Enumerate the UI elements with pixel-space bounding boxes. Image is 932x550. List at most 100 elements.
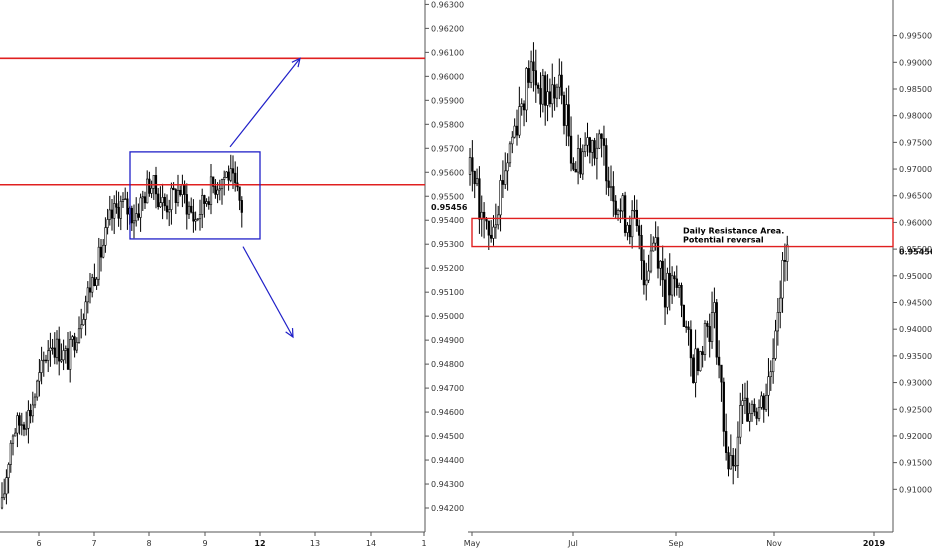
left-candle-body	[44, 359, 48, 362]
left-candle-body	[214, 186, 217, 195]
right-candle-body	[694, 348, 697, 384]
left-candle-body	[124, 198, 127, 201]
right-candle-body	[708, 326, 711, 342]
left-candle-body	[0, 497, 4, 509]
left-candle-body	[181, 183, 184, 195]
right-price-tick-label: 0.98000	[899, 112, 932, 121]
right-price-tick-label: 0.91500	[899, 459, 932, 468]
left-candle-body	[130, 207, 133, 224]
right-candle-body	[518, 106, 521, 136]
right-candle-body	[555, 86, 559, 99]
left-candle-body	[27, 410, 30, 429]
right-candle-body	[579, 148, 582, 175]
right-candle-body	[680, 284, 683, 306]
left-candle-body	[165, 205, 169, 213]
left-candle-body	[60, 359, 63, 362]
left-candle-body	[157, 193, 160, 208]
right-candle-body	[602, 138, 606, 146]
left-candle-body	[108, 209, 111, 220]
right-candle-body	[717, 356, 721, 366]
right-candle-body	[497, 214, 500, 226]
left-candle-body	[99, 246, 103, 258]
left-candle-body	[115, 203, 118, 208]
left-candle-body	[229, 168, 232, 181]
right-candle-body	[746, 397, 749, 422]
left-time-tick-label: 12	[254, 539, 265, 548]
right-candle-body	[767, 376, 770, 396]
left-price-tick-label: 0.96100	[431, 48, 464, 57]
right-candle-body	[696, 348, 700, 372]
left-candle-body	[205, 201, 208, 204]
right-candle-body	[600, 133, 603, 139]
left-time-tick-label: 8	[146, 539, 151, 548]
left-candle-body	[183, 183, 186, 195]
left-price-tick-label: 0.94700	[431, 384, 464, 393]
left-candle-body	[73, 336, 76, 351]
right-candle-body	[541, 75, 545, 105]
right-price-tick-label: 0.99000	[899, 58, 932, 67]
right-annotation-line: Daily Resistance Area.	[683, 226, 784, 235]
left-candle-body	[223, 177, 226, 180]
right-time-ticks: May Jul Sep Nov 2019	[464, 532, 886, 548]
right-candle-body	[633, 209, 636, 212]
left-candle-body	[7, 464, 10, 478]
left-candle-body	[240, 200, 243, 213]
left-price-tick-label: 0.94400	[431, 456, 464, 465]
right-candle-body	[544, 75, 547, 106]
left-arrow-shaft	[229, 57, 301, 148]
left-candle-body	[212, 176, 215, 187]
left-candle-body	[225, 171, 228, 178]
right-candle-body	[562, 95, 566, 126]
left-candle-body	[238, 186, 241, 201]
right-candle-body	[715, 302, 718, 358]
left-candle-body	[40, 360, 43, 373]
right-candle-body	[598, 133, 601, 149]
left-candle-body	[3, 493, 6, 499]
right-candle-body	[786, 244, 789, 262]
right-candle-body	[551, 84, 554, 105]
left-candle-body	[209, 176, 213, 206]
left-candle-body	[179, 189, 182, 195]
right-candle-body	[581, 151, 584, 175]
right-candle-body	[645, 279, 648, 286]
right-candle-body	[520, 103, 523, 107]
left-candle-body	[152, 175, 155, 189]
left-price-tick-label: 0.94900	[431, 336, 464, 345]
left-candle-body	[168, 209, 171, 213]
left-price-tick-label: 0.95800	[431, 120, 464, 129]
right-candle-body	[755, 411, 758, 419]
right-overlays: Daily Resistance Area.Potential reversal	[471, 217, 894, 248]
left-arrow-head	[291, 57, 301, 68]
right-candle-body	[666, 272, 669, 308]
right-candle-body	[771, 358, 775, 373]
left-candle-body	[194, 219, 197, 222]
left-candle-body	[58, 338, 61, 362]
right-price-tick-label: 0.95000	[899, 272, 932, 281]
right-price-tick-label: 0.97500	[899, 138, 932, 147]
right-candle-body	[687, 326, 690, 330]
right-candle-body	[558, 74, 561, 88]
left-price-tick-label: 0.95600	[431, 168, 464, 177]
left-price-tick-label: 0.95900	[431, 96, 464, 105]
right-candle-body	[729, 455, 733, 470]
right-candle-body	[487, 220, 490, 236]
left-candle-body	[137, 213, 140, 218]
left-candle-body	[198, 214, 202, 220]
right-time-tick-label: Sep	[668, 539, 683, 548]
right-candle-body	[630, 210, 634, 238]
right-candle-body	[499, 180, 502, 216]
right-candle-body	[670, 275, 674, 296]
left-price-tick-label: 0.94500	[431, 432, 464, 441]
left-candle-body	[170, 187, 173, 210]
right-candle-body	[522, 103, 526, 111]
left-candle-body	[102, 244, 105, 258]
right-candle-body	[588, 137, 592, 153]
right-candle-body	[534, 70, 537, 86]
left-time-tick-label: 9	[202, 539, 207, 548]
right-candle-body	[659, 260, 662, 269]
left-chart: 0.94200 0.94300 0.94400 0.94500 0.94600 0.947…	[0, 0, 468, 548]
left-price-tick-label: 0.95300	[431, 240, 464, 249]
right-candle-body	[508, 143, 512, 164]
left-candle-body	[161, 196, 164, 204]
left-price-tick-label: 0.96000	[431, 72, 464, 81]
